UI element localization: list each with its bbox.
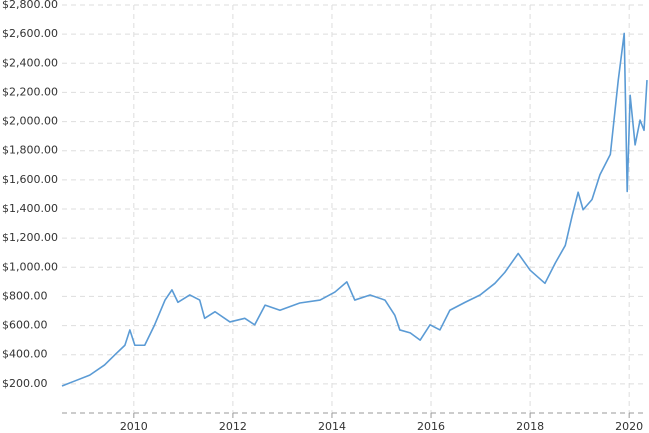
x-tick-label: 2010 — [120, 420, 148, 433]
y-tick-label: $200.00 — [2, 377, 48, 390]
y-tick-label: $1,200.00 — [2, 231, 58, 244]
y-tick-label: $1,800.00 — [2, 144, 58, 157]
y-tick-label: $1,400.00 — [2, 202, 58, 215]
y-tick-label: $600.00 — [2, 319, 48, 332]
x-tick-label: 2016 — [417, 420, 445, 433]
y-tick-label: $2,000.00 — [2, 115, 58, 128]
y-tick-label: $400.00 — [2, 348, 48, 361]
x-tick-label: 2014 — [318, 420, 346, 433]
y-tick-label: $2,600.00 — [2, 27, 58, 40]
x-tick-label: 2020 — [615, 420, 643, 433]
y-tick-label: $2,800.00 — [2, 0, 58, 11]
y-tick-label: $800.00 — [2, 289, 48, 302]
x-tick-label: 2018 — [516, 420, 544, 433]
y-tick-label: $1,000.00 — [2, 260, 58, 273]
price-line — [61, 32, 648, 387]
y-tick-label: $2,400.00 — [2, 56, 58, 69]
y-tick-label: $2,200.00 — [2, 85, 58, 98]
y-tick-label: $1,600.00 — [2, 173, 58, 186]
x-tick-label: 2012 — [219, 420, 247, 433]
